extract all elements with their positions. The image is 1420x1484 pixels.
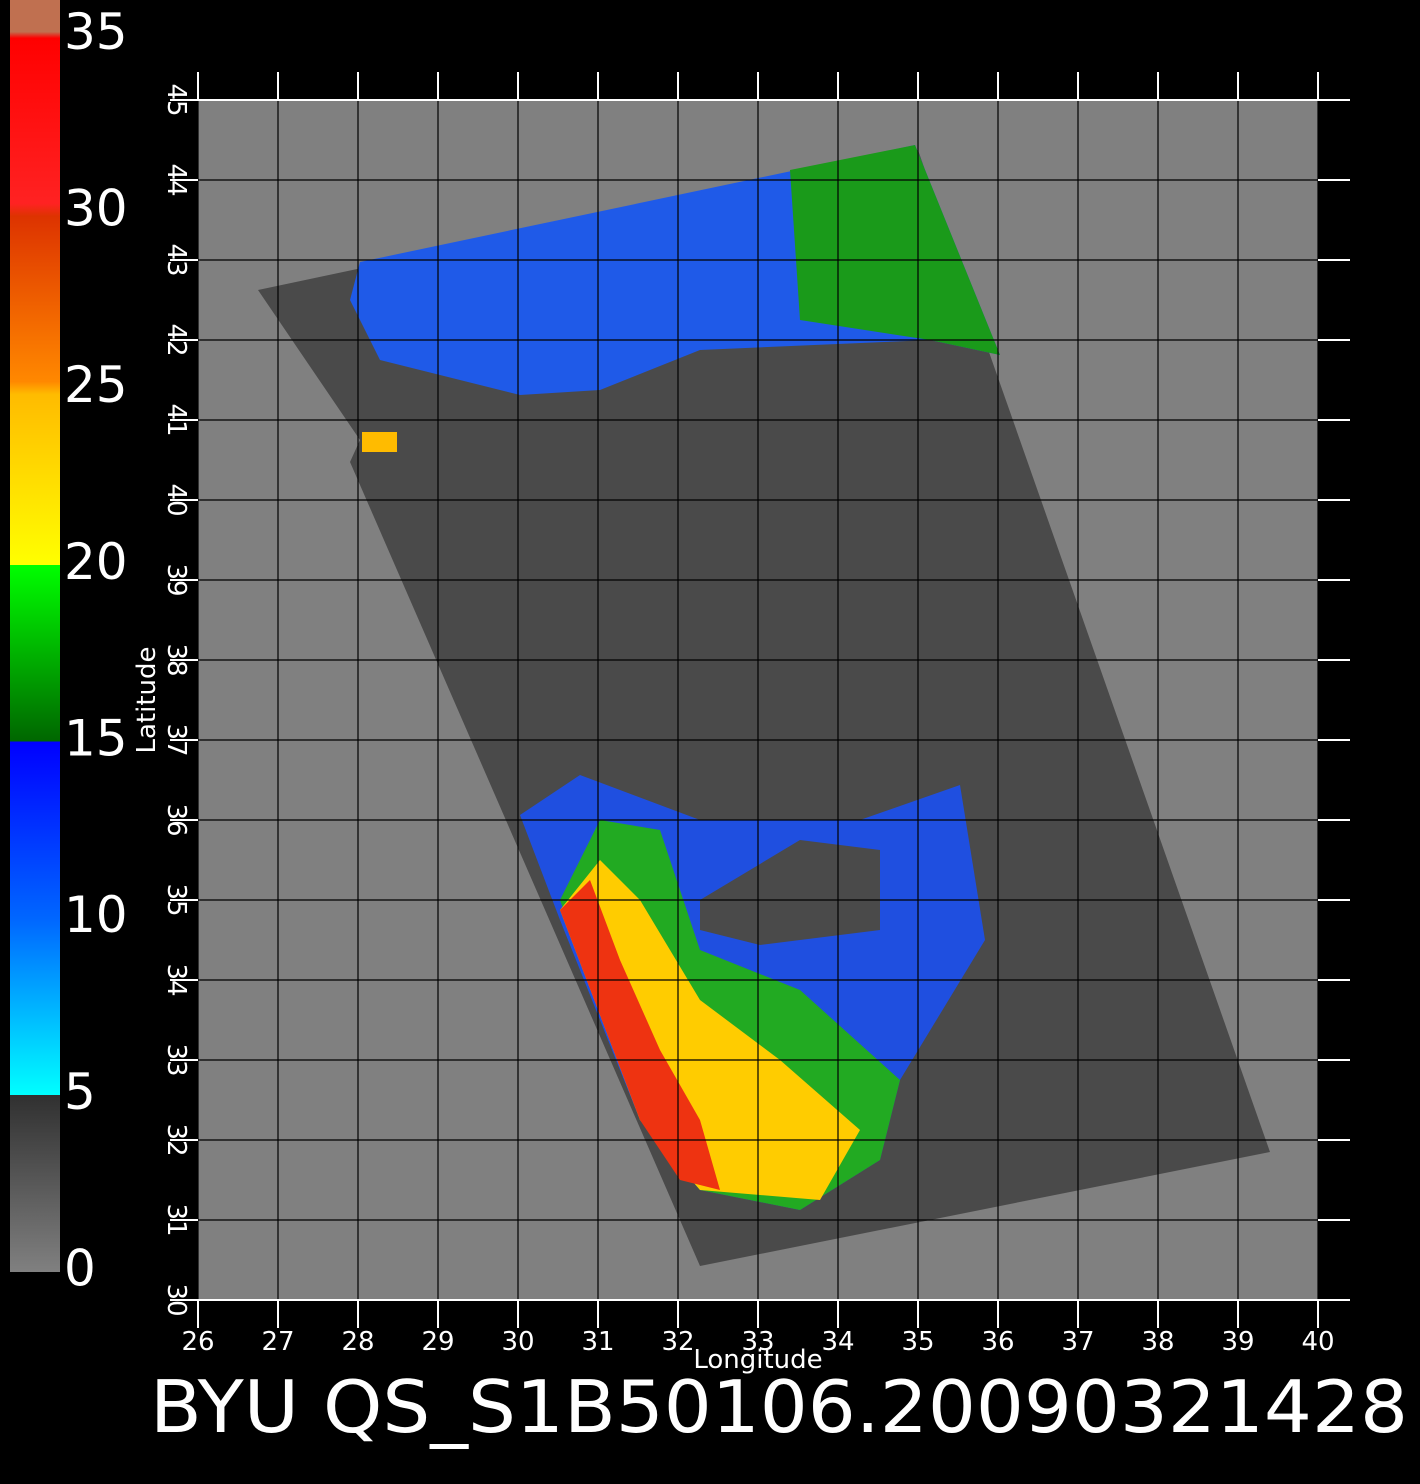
- grid: [198, 100, 1318, 1300]
- x-tick-label: 40: [1301, 1327, 1334, 1357]
- title: BYU QS_S1B50106.20090321428: [150, 1365, 1408, 1449]
- colorbar-tick-label: 20: [64, 533, 128, 591]
- colorbar-tick-label: 30: [64, 180, 128, 238]
- y-tick-label: 34: [161, 963, 191, 996]
- y-tick-label: 45: [161, 83, 191, 116]
- x-tick-label: 36: [981, 1327, 1014, 1357]
- y-axis-label: Latitude: [132, 646, 162, 753]
- x-tick-label: 37: [1061, 1327, 1094, 1357]
- y-tick-label: 31: [161, 1203, 191, 1236]
- x-tick-label: 35: [901, 1327, 934, 1357]
- wind-patch: [362, 432, 397, 452]
- colorbar-tick-label: 25: [64, 356, 128, 414]
- x-tick-label: 31: [581, 1327, 614, 1357]
- x-tick-label: 28: [341, 1327, 374, 1357]
- y-tick-label: 44: [161, 163, 191, 196]
- y-tick-label: 32: [161, 1123, 191, 1156]
- y-tick-label: 43: [161, 243, 191, 276]
- y-tick-label: 33: [161, 1043, 191, 1076]
- y-tick-label: 41: [161, 403, 191, 436]
- x-tick-label: 27: [261, 1327, 294, 1357]
- wind-region-north-green: [790, 145, 1000, 355]
- colorbar-tick-label: 0: [64, 1240, 96, 1298]
- colorbar-tick-label: 10: [64, 886, 128, 944]
- y-tick-label: 30: [161, 1283, 191, 1316]
- y-tick-label: 37: [161, 723, 191, 756]
- x-tick-label: 38: [1141, 1327, 1174, 1357]
- y-tick-label: 40: [161, 483, 191, 516]
- x-axis-label: Longitude: [693, 1345, 822, 1375]
- x-tick-label: 30: [501, 1327, 534, 1357]
- y-tick-label: 36: [161, 803, 191, 836]
- x-tick-label: 33: [741, 1327, 774, 1357]
- x-tick-label: 39: [1221, 1327, 1254, 1357]
- x-tick-label: 29: [421, 1327, 454, 1357]
- swath: [258, 150, 1270, 1266]
- colorbar-tick-label: 15: [64, 710, 128, 768]
- colorbar-tick-label: 5: [64, 1063, 96, 1121]
- wind-region-south-red: [560, 880, 720, 1190]
- wind-region-south-yellow: [560, 860, 860, 1200]
- x-tick-label: 32: [661, 1327, 694, 1357]
- y-tick-label: 35: [161, 883, 191, 916]
- colorbar-tick-label: 35: [64, 3, 128, 61]
- y-tick-label: 42: [161, 323, 191, 356]
- y-tick-label: 38: [161, 643, 191, 676]
- swath-gap: [700, 840, 880, 945]
- x-tick-label: 26: [181, 1327, 214, 1357]
- colorbar: [10, 0, 60, 1272]
- y-tick-label: 39: [161, 563, 191, 596]
- map-area: [198, 100, 1318, 1300]
- x-tick-label: 34: [821, 1327, 854, 1357]
